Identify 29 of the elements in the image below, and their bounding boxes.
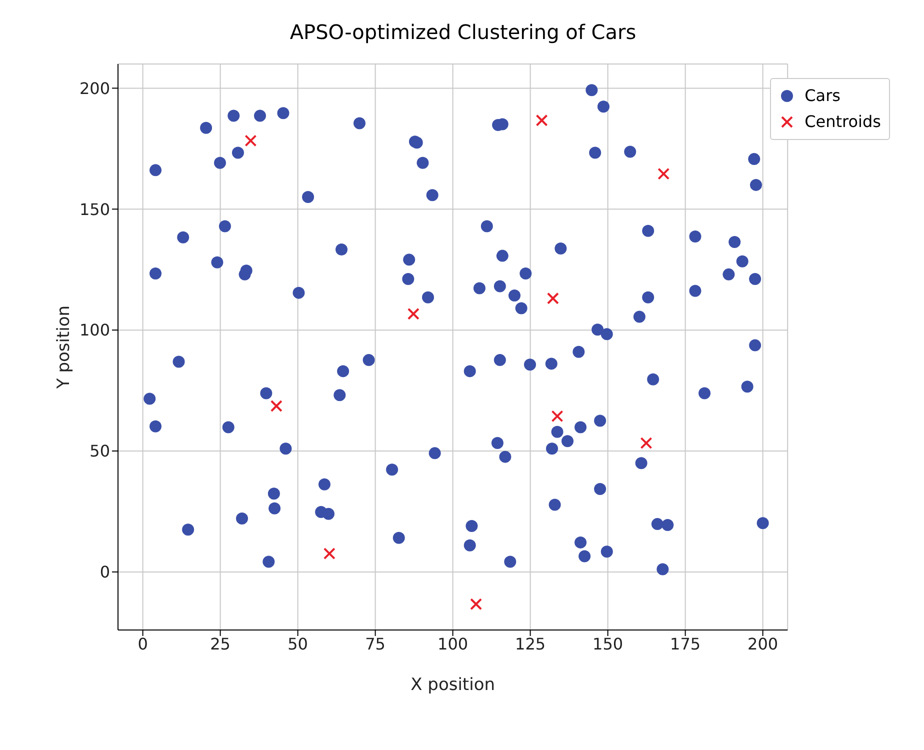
- point: [551, 410, 564, 422]
- legend-label: Centroids: [804, 111, 881, 133]
- x-axis-title: X position: [410, 675, 495, 695]
- chart-title: APSO-optimized Clustering of Cars: [288, 20, 638, 46]
- x-tick-label: 175: [670, 634, 701, 654]
- point: [270, 400, 282, 412]
- y-tick-label: 0: [100, 562, 110, 582]
- legend-label: Cars: [804, 85, 840, 107]
- x-tick-label: 125: [515, 634, 546, 654]
- y-axis-title: Y position: [54, 305, 74, 390]
- x-tick-label: 200: [748, 634, 778, 654]
- point: [323, 548, 336, 560]
- y-tick-label: 50: [90, 442, 110, 461]
- x-tick-label: 75: [365, 634, 386, 654]
- y-tick-label: 150: [79, 200, 110, 219]
- point: [546, 292, 559, 304]
- x-tick-label: 25: [210, 634, 230, 654]
- point: [658, 168, 670, 180]
- y-tick-label: 200: [79, 78, 110, 98]
- x-tick-label: 150: [592, 634, 624, 654]
- y-tick-label: 100: [79, 320, 110, 340]
- point: [407, 308, 420, 320]
- point: [244, 134, 257, 147]
- x-tick-label: 0: [138, 634, 148, 654]
- point: [640, 437, 652, 450]
- x-tick-label: 50: [288, 634, 308, 654]
- point: [470, 598, 482, 610]
- point: [536, 114, 548, 126]
- x-tick-label: 100: [438, 634, 468, 654]
